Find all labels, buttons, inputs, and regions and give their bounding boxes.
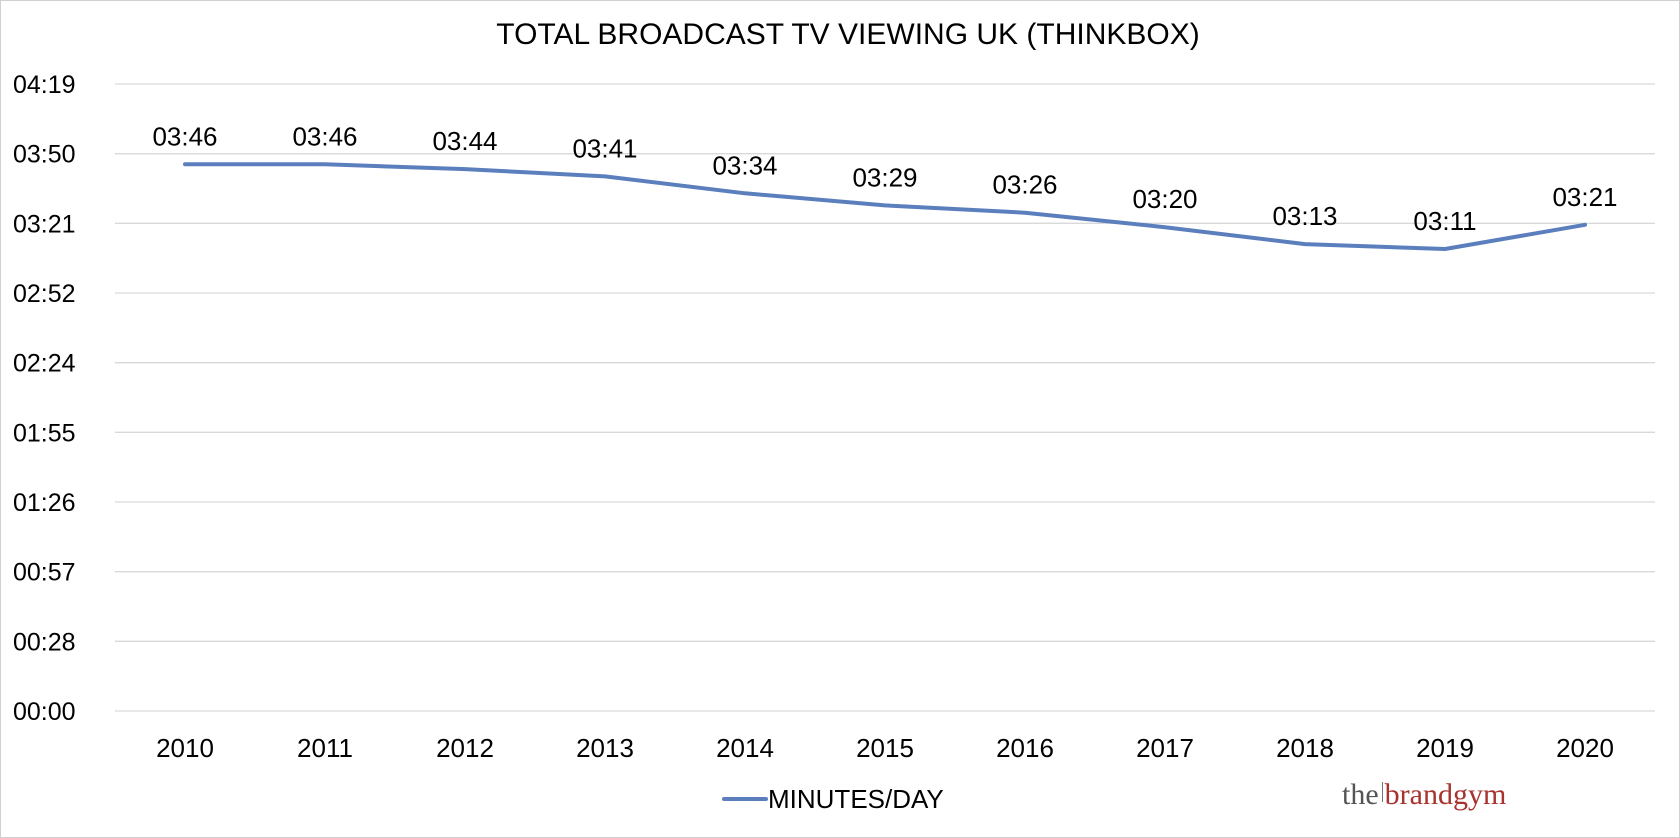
data-label: 03:29 <box>852 162 917 192</box>
x-tick-label: 2016 <box>996 733 1054 763</box>
x-tick-label: 2014 <box>716 733 774 763</box>
data-label: 03:20 <box>1132 184 1197 214</box>
x-tick-label: 2020 <box>1556 733 1614 763</box>
data-label: 03:26 <box>992 170 1057 200</box>
data-label: 03:13 <box>1272 201 1337 231</box>
y-tick-label: 01:26 <box>13 489 76 517</box>
y-tick-label: 00:00 <box>13 698 76 726</box>
x-tick-label: 2012 <box>436 733 494 763</box>
chart-title: TOTAL BROADCAST TV VIEWING UK (THINKBOX) <box>496 18 1199 51</box>
y-tick-label: 01:55 <box>13 419 76 447</box>
data-label: 03:46 <box>292 121 357 151</box>
x-tick-label: 2015 <box>856 733 914 763</box>
x-tick-label: 2011 <box>297 733 353 763</box>
y-tick-label: 02:24 <box>13 350 76 378</box>
x-tick-label: 2018 <box>1276 733 1334 763</box>
x-tick-label: 2010 <box>156 733 214 763</box>
x-tick-label: 2013 <box>576 733 634 763</box>
data-label: 03:46 <box>152 121 217 151</box>
y-tick-label: 02:52 <box>13 280 76 308</box>
data-label: 03:21 <box>1552 182 1617 212</box>
y-tick-label: 03:50 <box>13 141 76 169</box>
logo-divider <box>1381 782 1383 802</box>
logo-the-text: the <box>1342 778 1379 811</box>
data-label: 03:34 <box>712 150 777 180</box>
logo-brand-text: brandgym <box>1384 778 1507 811</box>
data-label: 03:41 <box>572 133 637 163</box>
data-label: 03:11 <box>1413 206 1476 236</box>
legend-label: MINUTES/DAY <box>768 784 944 814</box>
y-tick-label: 03:21 <box>13 210 76 238</box>
y-tick-label: 00:28 <box>13 628 76 656</box>
y-tick-label: 04:19 <box>13 71 76 99</box>
x-tick-label: 2017 <box>1136 733 1194 763</box>
brandgym-logo: the brandgym <box>1342 778 1506 812</box>
series-line <box>183 162 1587 251</box>
y-tick-label: 00:57 <box>13 559 76 587</box>
data-label: 03:44 <box>432 126 497 156</box>
x-tick-label: 2019 <box>1416 733 1474 763</box>
